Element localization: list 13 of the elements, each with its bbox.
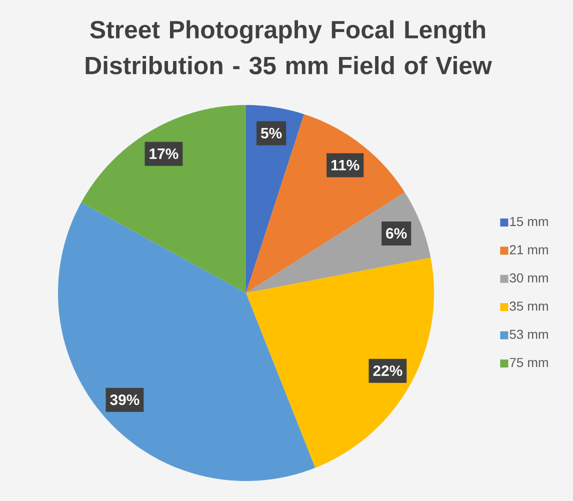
chart-title: Street Photography Focal Length Distribution - 35 mm Field of View bbox=[86, 20, 492, 74]
data-label: 11% bbox=[331, 160, 360, 170]
data-label: 5% bbox=[260, 128, 282, 138]
data-label: 22% bbox=[373, 365, 402, 376]
legend-label: 30 mm bbox=[510, 273, 548, 283]
data-label: 17% bbox=[150, 148, 178, 159]
data-label: 6% bbox=[386, 228, 407, 239]
legend-label: 53 mm bbox=[510, 330, 548, 339]
data-label: 39% bbox=[110, 394, 140, 406]
legend-label: 15 mm bbox=[510, 217, 548, 226]
legend-label: 21 mm bbox=[510, 245, 548, 254]
legend-label: 75 mm bbox=[510, 358, 548, 368]
legend-label: 35 mm bbox=[510, 302, 548, 311]
